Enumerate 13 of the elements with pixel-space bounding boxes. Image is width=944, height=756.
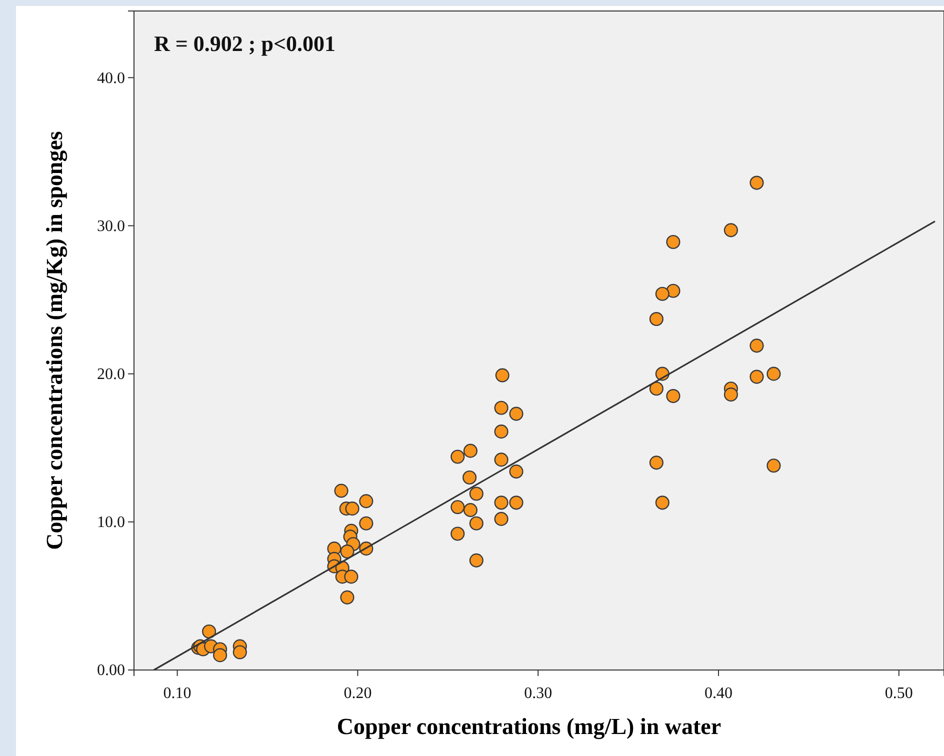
annotation: R = 0.902 ; p<0.001 — [154, 31, 336, 56]
y-tick-label: 40.0 — [97, 70, 125, 87]
y-tick-label: 10.0 — [97, 514, 125, 532]
x-tick-label: 0.50 — [884, 685, 913, 702]
y-tick-label: 0.00 — [97, 662, 125, 680]
x-tick-label: 0.20 — [344, 685, 372, 702]
y-tick-label: 20.0 — [97, 366, 125, 383]
x-tick-label: 0.30 — [524, 685, 552, 702]
x-tick-label: 0.10 — [163, 685, 192, 702]
x-axis-title: Copper concentrations (mg/L) in water — [336, 714, 722, 740]
y-axis-title: Copper concentrations (mg/Kg) in sponges — [42, 131, 68, 550]
x-tick-label: 0.40 — [704, 685, 732, 702]
y-tick-label: 30.0 — [97, 218, 125, 235]
